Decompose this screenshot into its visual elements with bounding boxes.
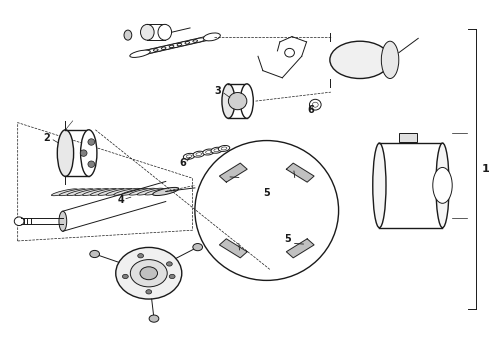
Ellipse shape — [219, 145, 230, 152]
Text: 6: 6 — [307, 105, 314, 115]
Bar — [399, 134, 417, 142]
Ellipse shape — [211, 147, 222, 153]
Ellipse shape — [214, 149, 220, 152]
Text: 5: 5 — [285, 234, 292, 244]
Text: 3: 3 — [215, 86, 221, 96]
Text: 4: 4 — [118, 195, 124, 205]
Ellipse shape — [433, 167, 452, 203]
Ellipse shape — [436, 143, 449, 228]
Ellipse shape — [90, 189, 117, 195]
Ellipse shape — [75, 189, 101, 195]
Ellipse shape — [114, 188, 140, 195]
Ellipse shape — [59, 189, 85, 196]
Ellipse shape — [193, 243, 202, 251]
Ellipse shape — [130, 260, 167, 287]
Polygon shape — [286, 239, 314, 258]
Ellipse shape — [83, 189, 109, 195]
Ellipse shape — [137, 188, 163, 195]
Ellipse shape — [330, 41, 390, 78]
Ellipse shape — [158, 24, 172, 40]
Ellipse shape — [146, 290, 152, 294]
Polygon shape — [220, 239, 247, 258]
Ellipse shape — [124, 30, 132, 40]
Ellipse shape — [169, 274, 175, 279]
Ellipse shape — [373, 143, 386, 228]
Ellipse shape — [228, 93, 247, 110]
Ellipse shape — [59, 211, 67, 231]
Ellipse shape — [67, 189, 93, 195]
Ellipse shape — [153, 188, 179, 195]
Ellipse shape — [98, 188, 124, 195]
Ellipse shape — [129, 188, 155, 195]
Ellipse shape — [81, 130, 97, 176]
Ellipse shape — [106, 188, 132, 195]
Ellipse shape — [14, 217, 24, 226]
Ellipse shape — [196, 153, 201, 156]
Ellipse shape — [145, 188, 171, 195]
Ellipse shape — [186, 155, 192, 158]
Ellipse shape — [313, 102, 318, 107]
Ellipse shape — [241, 84, 253, 118]
Ellipse shape — [206, 150, 211, 153]
Ellipse shape — [183, 153, 195, 159]
Ellipse shape — [381, 41, 399, 78]
Ellipse shape — [285, 48, 294, 57]
Ellipse shape — [149, 315, 159, 322]
Ellipse shape — [153, 188, 179, 195]
Ellipse shape — [88, 161, 95, 167]
Ellipse shape — [141, 24, 154, 40]
Polygon shape — [286, 163, 314, 182]
Text: 2: 2 — [44, 133, 50, 143]
Polygon shape — [220, 163, 247, 182]
Ellipse shape — [203, 33, 220, 41]
Ellipse shape — [203, 149, 214, 155]
Ellipse shape — [222, 84, 235, 118]
Ellipse shape — [88, 139, 95, 145]
Ellipse shape — [140, 267, 157, 280]
Ellipse shape — [221, 147, 227, 150]
Ellipse shape — [195, 140, 339, 280]
Text: 6: 6 — [179, 158, 186, 168]
Ellipse shape — [51, 189, 77, 196]
Ellipse shape — [80, 150, 87, 156]
Ellipse shape — [116, 247, 182, 299]
Ellipse shape — [122, 274, 128, 279]
Ellipse shape — [138, 253, 144, 258]
Ellipse shape — [310, 99, 321, 110]
Text: 1: 1 — [481, 164, 489, 174]
Ellipse shape — [90, 251, 99, 257]
Text: 5: 5 — [263, 188, 270, 198]
Ellipse shape — [193, 151, 204, 157]
Ellipse shape — [167, 262, 172, 266]
Ellipse shape — [57, 130, 74, 176]
Ellipse shape — [122, 188, 147, 195]
Ellipse shape — [130, 50, 150, 58]
